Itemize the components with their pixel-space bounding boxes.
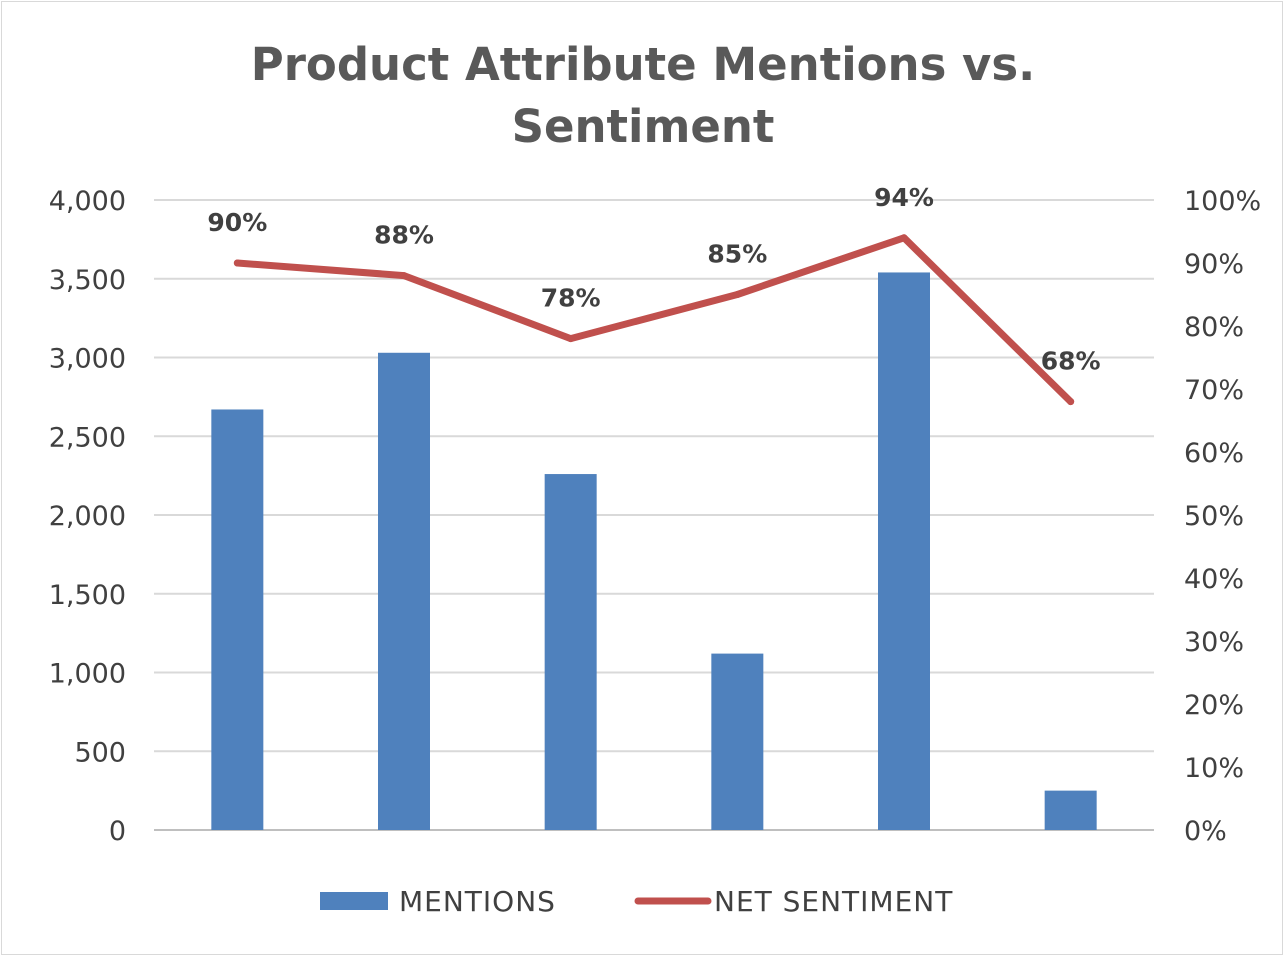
left-tick-label: 3,500 [49,265,126,296]
sentiment-data-label: 78% [541,284,601,313]
left-tick-label: 0 [109,816,126,847]
legend-label-mentions: MENTIONS [399,885,556,918]
legend-label-net-sentiment: NET SENTIMENT [714,885,953,918]
right-axis: 0% 10% 20% 30% 40% 50% 60% 70% 80% 90% 100% [1184,186,1261,847]
sentiment-point [233,259,241,267]
sentiment-data-label: 88% [374,221,434,250]
right-tick-label: 70% [1184,375,1244,406]
left-tick-label: 4,000 [49,186,126,217]
right-tick-label: 100% [1184,186,1261,217]
data-labels: 90% 88% 78% 85% 94% 68% [207,183,1100,376]
sentiment-data-label: 94% [874,183,934,212]
right-tick-label: 90% [1184,249,1244,280]
left-tick-label: 500 [74,737,126,768]
right-tick-label: 20% [1184,690,1244,721]
left-tick-label: 3,000 [49,344,126,375]
chart-title: Product Attribute Mentions vs. Sentiment [251,38,1036,153]
mentions-bar [711,653,764,830]
bars [211,272,1097,830]
mentions-bar [378,352,430,830]
right-tick-label: 60% [1184,438,1244,469]
legend: MENTIONS NET SENTIMENT [320,885,953,918]
chart-title-line: Sentiment [512,100,775,153]
sentiment-point [733,291,741,298]
sentiment-line [233,234,1075,406]
sentiment-point [567,335,575,343]
mentions-bar [1044,790,1097,830]
legend-swatch-mentions [320,892,388,910]
chart-title-line: Product Attribute Mentions vs. [251,38,1036,91]
right-tick-label: 30% [1184,627,1244,658]
sentiment-line-path [233,234,1075,406]
sentiment-point [900,234,908,242]
left-tick-label: 1,000 [49,659,126,690]
right-tick-label: 10% [1184,753,1244,784]
left-tick-label: 2,000 [49,501,126,532]
gridlines [154,199,1154,831]
right-tick-label: 50% [1184,501,1244,532]
sentiment-point [400,272,408,280]
left-axis: 0 500 1,000 1,500 2,000 2,500 3,000 3,500 4,000 [49,186,126,847]
sentiment-point [1067,398,1075,406]
right-tick-label: 40% [1184,564,1244,595]
sentiment-data-label: 85% [707,240,767,269]
mentions-bar [211,409,264,830]
right-tick-label: 80% [1184,312,1244,343]
mentions-bar [544,474,597,830]
right-tick-label: 0% [1184,816,1227,847]
sentiment-data-label: 90% [207,208,267,237]
mentions-bar [878,272,930,830]
sentiment-data-label: 68% [1041,347,1101,376]
left-tick-label: 1,500 [49,580,126,611]
left-tick-label: 2,500 [49,422,126,453]
